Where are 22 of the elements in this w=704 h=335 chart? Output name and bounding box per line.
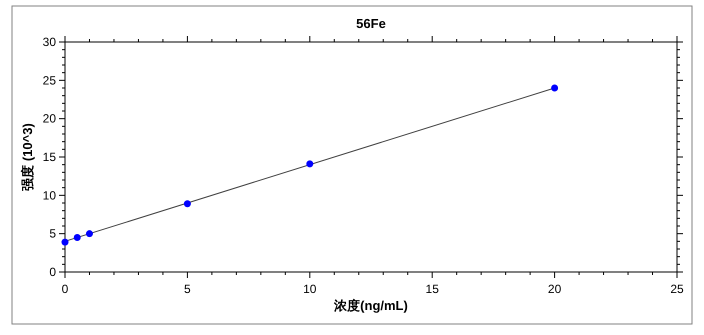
y-tick-label: 25: [42, 73, 56, 88]
point: [62, 238, 68, 246]
y-axis-title: 强度 (10^3): [20, 123, 35, 191]
y-tick-label: 15: [42, 150, 56, 164]
y-tick-label: 5: [49, 226, 56, 241]
y-tick-label: 0: [49, 265, 56, 279]
point: [551, 84, 558, 92]
point: [86, 230, 93, 238]
x-tick-label: 25: [670, 282, 684, 296]
y-tick-label: 20: [42, 112, 56, 126]
y-tick-label: 30: [42, 35, 56, 49]
x-tick-label: 20: [548, 282, 562, 296]
x-tick-label: 10: [303, 282, 317, 296]
x-tick-label: 15: [426, 282, 440, 296]
y-tick-label: 10: [42, 188, 56, 202]
point: [306, 160, 314, 168]
point: [74, 234, 81, 241]
point: [184, 200, 191, 208]
x-tick-label: 0: [62, 282, 69, 296]
chart-title: 56Fe: [356, 16, 386, 31]
x-axis-title: 浓度(ng/mL): [333, 298, 408, 313]
x-tick-label: 5: [184, 282, 192, 296]
